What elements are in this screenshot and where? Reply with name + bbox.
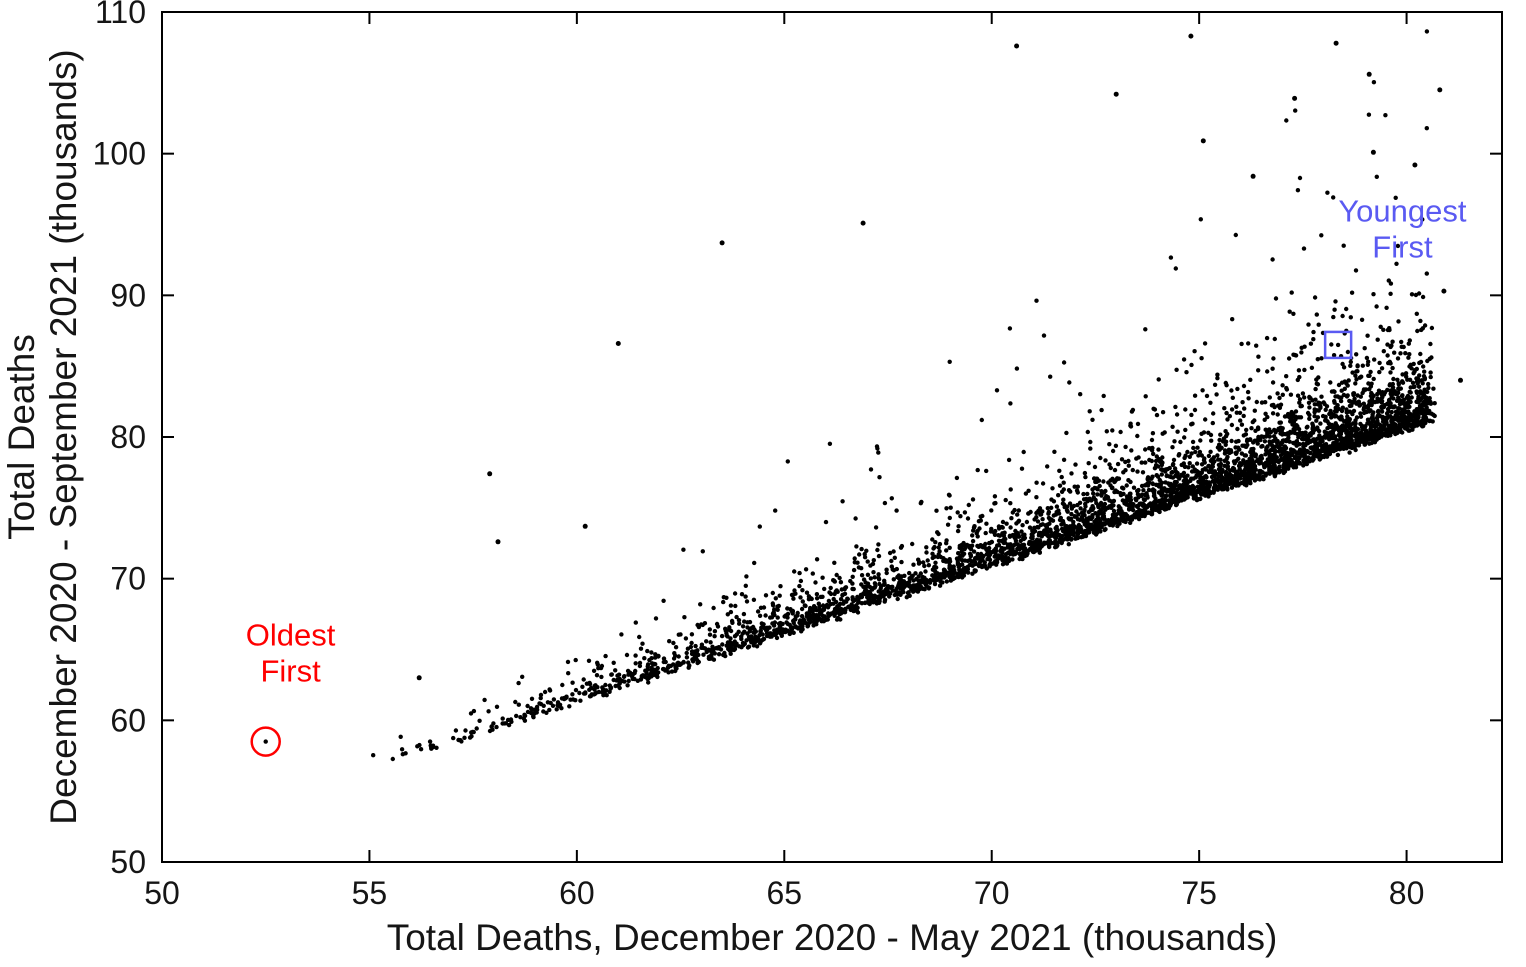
tick-labels: 50 55 60 65 70 75 80 50 60 70 80 90 100 110 bbox=[93, 0, 1425, 911]
y-tick-label: 60 bbox=[110, 702, 146, 738]
x-tick-label: 50 bbox=[144, 875, 180, 911]
y-tick-label: 110 bbox=[95, 0, 146, 30]
scatter-points bbox=[371, 29, 1463, 762]
x-tick-label: 65 bbox=[766, 875, 802, 911]
x-tick-label: 55 bbox=[352, 875, 388, 911]
x-tick-label: 75 bbox=[1181, 875, 1217, 911]
y-tick-label: 50 bbox=[110, 844, 146, 880]
y-tick-label: 80 bbox=[110, 419, 146, 455]
x-axis-label: Total Deaths, December 2020 - May 2021 (… bbox=[387, 917, 1278, 958]
youngest-first-label-line2: First bbox=[1372, 230, 1433, 265]
oldest-first-label-line1: Oldest bbox=[246, 617, 336, 652]
youngest-first-label-line1: Youngest bbox=[1338, 194, 1467, 229]
y-tick-label: 90 bbox=[110, 277, 146, 313]
oldest-first-circle-marker bbox=[250, 726, 281, 757]
youngest-first-square-marker bbox=[1323, 330, 1353, 360]
y-tick-label: 100 bbox=[93, 136, 146, 172]
axis-ticks bbox=[161, 11, 1502, 863]
x-tick-label: 80 bbox=[1389, 875, 1425, 911]
y-axis-label-line1: Total Deaths bbox=[1, 334, 42, 540]
x-tick-label: 60 bbox=[559, 875, 595, 911]
y-axis-label-line2: December 2020 - September 2021 (thousand… bbox=[43, 49, 84, 824]
x-tick-label: 70 bbox=[974, 875, 1010, 911]
oldest-first-label-line2: First bbox=[260, 653, 321, 688]
y-tick-label: 70 bbox=[110, 561, 146, 597]
